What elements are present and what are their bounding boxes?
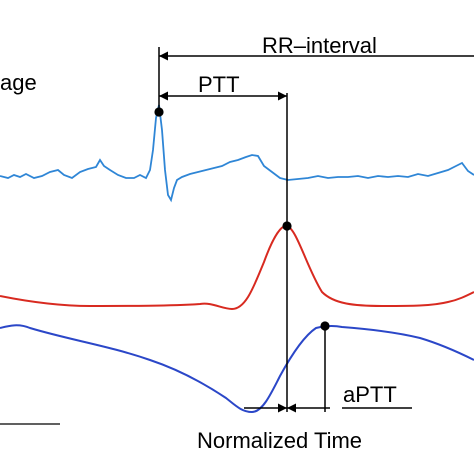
voltage-label: age [0, 70, 37, 95]
ecg-waveform [0, 104, 474, 203]
abp-waveform [0, 324, 474, 414]
annotation-lines [0, 47, 474, 425]
rr-interval-label: RR–interval [262, 33, 377, 58]
x-axis-label: Normalized Time [197, 428, 362, 453]
aptt-label: aPTT [343, 382, 397, 407]
r-peak-dot [154, 107, 164, 117]
ptt-label: PTT [198, 72, 240, 97]
ppg-peak-dot [282, 221, 292, 231]
abp-upstroke-dot [320, 321, 330, 331]
ppg-waveform [0, 224, 474, 311]
